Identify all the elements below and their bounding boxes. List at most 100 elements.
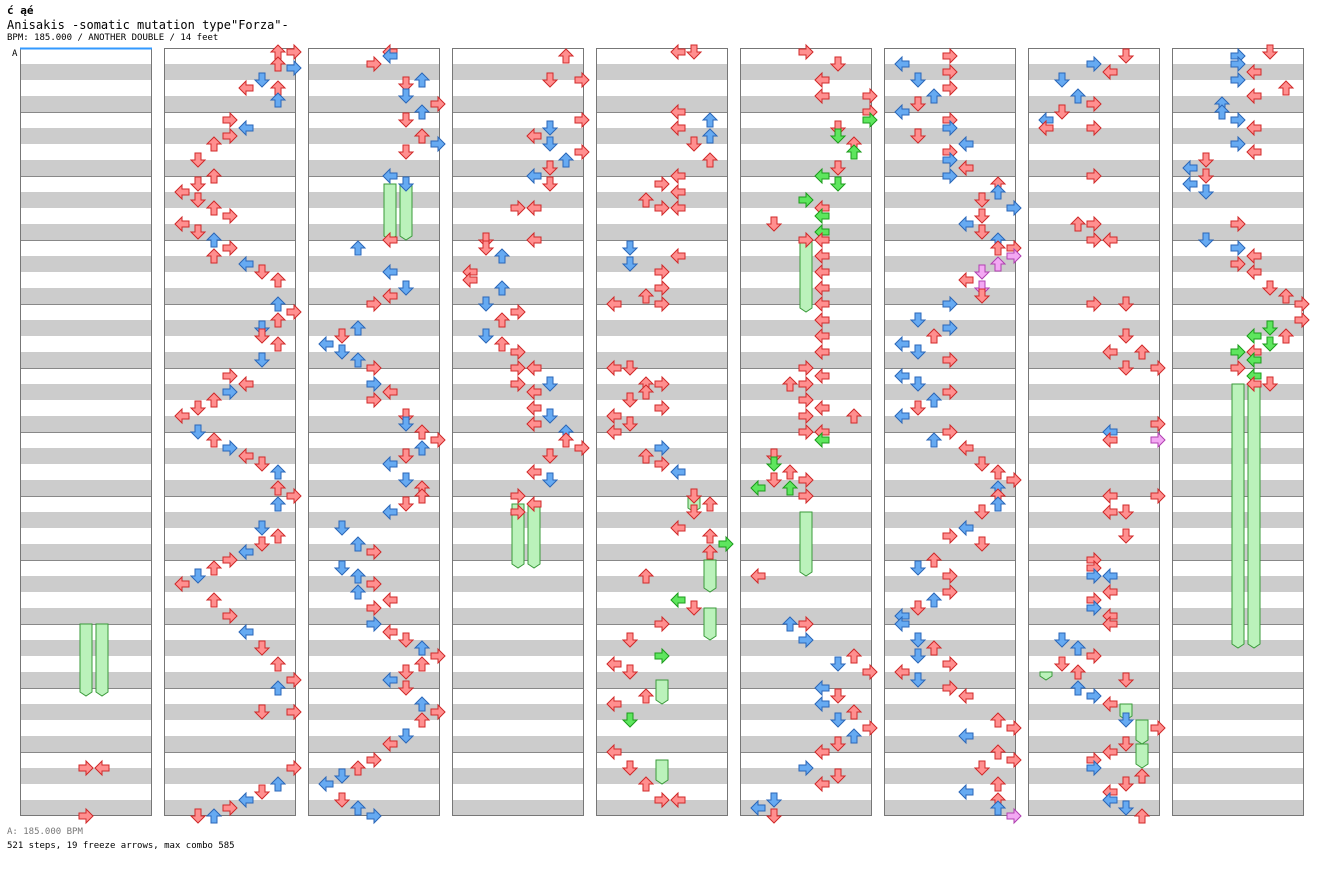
beat-stripe xyxy=(1172,96,1304,112)
beat-stripe xyxy=(596,64,728,80)
beat-stripe xyxy=(452,96,584,112)
step-arrow-p2-u xyxy=(413,488,431,504)
step-arrow-p2-d xyxy=(397,176,415,192)
step-arrow-p2-u xyxy=(989,776,1007,792)
step-arrow-p2-l xyxy=(814,311,830,329)
step-arrow-p2-d xyxy=(397,680,415,696)
step-arrow-p2-d xyxy=(973,456,991,472)
step-arrow-p1-r xyxy=(798,759,814,777)
step-arrow-p2-d xyxy=(253,640,271,656)
beat-stripe xyxy=(596,96,728,112)
freeze-arrow xyxy=(1135,719,1149,745)
step-arrow-p2-r xyxy=(862,719,878,737)
step-arrow-p2-u xyxy=(269,464,287,480)
step-arrow-p1-u xyxy=(493,248,511,264)
beat-stripe xyxy=(164,512,296,528)
step-arrow-p2-l xyxy=(1102,487,1118,505)
step-arrow-p2-d xyxy=(829,56,847,72)
step-arrow-p1-d xyxy=(333,560,351,576)
bpm-marker-label: A xyxy=(12,49,18,59)
step-arrow-p1-d xyxy=(1197,232,1215,248)
step-arrow-p2-d xyxy=(829,176,847,192)
beat-stripe xyxy=(740,64,872,80)
step-arrow-p2-u xyxy=(1133,768,1151,784)
step-arrow-p1-r xyxy=(366,599,382,617)
step-arrow-p1-r xyxy=(654,439,670,457)
freeze-arrow xyxy=(799,511,813,577)
step-arrow-p2-r xyxy=(1006,471,1022,489)
step-arrow-p1-d xyxy=(765,472,783,488)
beat-stripe xyxy=(740,384,872,400)
step-arrow-p1-u xyxy=(349,536,367,552)
step-arrow-p1-u xyxy=(925,392,943,408)
step-arrow-p1-r xyxy=(366,295,382,313)
beat-stripe xyxy=(308,160,440,176)
step-arrow-p2-u xyxy=(269,336,287,352)
step-arrow-p2-u xyxy=(269,272,287,288)
beat-stripe xyxy=(740,576,872,592)
step-arrow-p1-d xyxy=(621,760,639,776)
step-arrow-p1-r xyxy=(1230,239,1246,257)
freeze-arrow xyxy=(703,559,717,593)
beat-stripe xyxy=(20,352,152,368)
beat-stripe xyxy=(884,512,1016,528)
beat-stripe xyxy=(1028,512,1160,528)
step-arrow-p1-r xyxy=(798,631,814,649)
step-arrow-p1-r xyxy=(798,423,814,441)
step-arrow-p2-r xyxy=(430,95,446,113)
step-arrow-p1-r xyxy=(1230,215,1246,233)
step-arrow-p2-d xyxy=(397,88,415,104)
step-arrow-p1-r xyxy=(1230,135,1246,153)
step-arrow-p2-r xyxy=(574,71,590,89)
freeze-arrow xyxy=(1039,671,1053,681)
step-arrow-p1-u xyxy=(205,232,223,248)
step-arrow-p2-l xyxy=(382,263,398,281)
beat-stripe xyxy=(1028,224,1160,240)
step-arrow-p2-d xyxy=(1261,44,1279,60)
step-arrow-p1-r xyxy=(942,151,958,169)
step-arrow-p2-l xyxy=(1246,351,1262,369)
chart-footer: A: 185.000 BPM 521 steps, 19 freeze arro… xyxy=(7,825,235,853)
step-arrow-p2-u xyxy=(269,92,287,108)
step-arrow-p1-r xyxy=(1086,167,1102,185)
step-arrow-p1-u xyxy=(205,808,223,824)
step-arrow-p1-u xyxy=(781,480,799,496)
step-arrow-p2-l xyxy=(526,231,542,249)
beat-stripe xyxy=(1028,320,1160,336)
step-arrow-p2-u xyxy=(701,112,719,128)
step-arrow-p1-u xyxy=(637,688,655,704)
step-arrow-p1-r xyxy=(798,375,814,393)
step-arrow-p2-u xyxy=(701,544,719,560)
beat-stripe xyxy=(308,320,440,336)
beat-stripe xyxy=(1028,416,1160,432)
beat-stripe xyxy=(452,352,584,368)
step-arrow-p1-r xyxy=(654,615,670,633)
beat-stripe xyxy=(596,320,728,336)
step-arrow-p2-l xyxy=(1102,567,1118,585)
step-arrow-p1-r xyxy=(1230,55,1246,73)
beat-stripe xyxy=(1172,736,1304,752)
step-arrow-p2-l xyxy=(1246,143,1262,161)
step-arrow-p2-l xyxy=(814,71,830,89)
step-arrow-p1-u xyxy=(349,320,367,336)
step-arrow-p2-l xyxy=(670,519,686,537)
step-arrow-p2-u xyxy=(989,712,1007,728)
step-arrow-p1-r xyxy=(366,375,382,393)
step-arrow-p2-l xyxy=(382,47,398,65)
step-arrow-p2-d xyxy=(1261,320,1279,336)
step-arrow-p1-r xyxy=(798,231,814,249)
step-arrow-p2-l xyxy=(238,447,254,465)
beat-stripe xyxy=(452,608,584,624)
step-arrow-p1-r xyxy=(654,791,670,809)
step-arrow-p1-u xyxy=(1069,216,1087,232)
step-arrow-p1-r xyxy=(510,359,526,377)
beat-stripe xyxy=(1028,160,1160,176)
beat-stripe xyxy=(1172,672,1304,688)
step-arrow-p1-d xyxy=(333,520,351,536)
step-arrow-p1-r xyxy=(798,391,814,409)
freeze-arrow xyxy=(703,607,717,641)
step-arrow-p2-l xyxy=(670,167,686,185)
step-arrow-p2-r xyxy=(1150,415,1166,433)
beat-stripe xyxy=(452,704,584,720)
step-arrow-p1-d xyxy=(621,664,639,680)
